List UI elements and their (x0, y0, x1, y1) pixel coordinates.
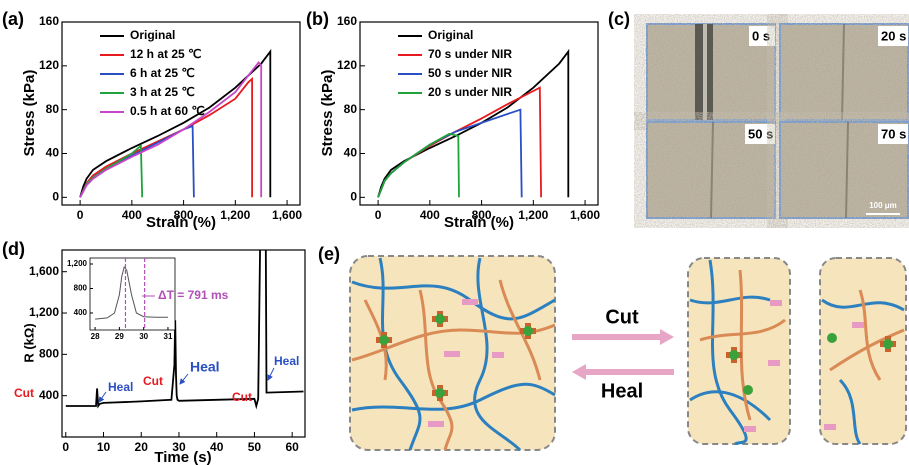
schematic-shape (743, 385, 753, 395)
schematic-shape (444, 351, 460, 357)
y-tick-label: 80 (46, 102, 60, 116)
schematic-shape (435, 314, 445, 324)
schematic-shape (729, 350, 739, 360)
annotation: Heal (190, 359, 220, 375)
schematic-shape (572, 364, 586, 380)
y-tick-label: 400 (74, 308, 88, 317)
panel-label: (d) (2, 239, 25, 259)
panel-label: (c) (608, 9, 630, 29)
x-tick-label: 0 (77, 208, 84, 222)
time-label: 0 s (752, 28, 770, 43)
time-label: 50 s (748, 126, 773, 141)
annotation: Cut (143, 374, 163, 388)
y-tick-label: 120 (39, 58, 59, 72)
annotation: Cut (232, 390, 252, 404)
x-tick-label: 30 (139, 332, 148, 341)
y-tick-label: 400 (39, 388, 59, 402)
crack-edge (703, 24, 707, 120)
x-tick-label: 1,200 (518, 208, 548, 222)
time-label: 20 s (881, 28, 906, 43)
x-axis-label: Strain (%) (146, 214, 216, 231)
x-axis-label: Time (s) (154, 449, 211, 465)
y-tick-label: 1,200 (29, 305, 59, 319)
panel-label: (a) (2, 9, 24, 29)
y-tick-label: 160 (39, 14, 59, 28)
y-tick-label: 800 (74, 284, 88, 293)
schematic-shape (523, 326, 533, 336)
x-tick-label: 50 (248, 440, 262, 454)
legend-label: 70 s under NIR (428, 47, 512, 61)
scale-bar-label: 100 μm (869, 201, 897, 210)
x-tick-label: 29 (115, 332, 124, 341)
time-label: 70 s (881, 126, 906, 141)
schematic-shape (770, 300, 782, 306)
legend-label: Original (428, 28, 473, 42)
legend-label: 50 s under NIR (428, 66, 512, 80)
schematic-shape (428, 421, 444, 427)
y-axis-label: R (kΩ) (21, 323, 36, 362)
annotation: Heal (274, 354, 299, 368)
y-tick-label: 0 (350, 190, 357, 204)
legend-label: 3 h at 25 ℃ (130, 85, 195, 99)
y-tick-label: 1,200 (67, 259, 88, 268)
schematic-shape (688, 258, 790, 444)
legend-label: 0.5 h at 60 ℃ (130, 104, 205, 118)
schematic: Cut Heal (350, 256, 906, 450)
legend-label: 20 s under NIR (428, 85, 512, 99)
micrographs: 0 s 20 s 50 s 70 s 100 μm (647, 24, 908, 218)
annotation: Cut (14, 386, 34, 400)
y-tick-label: 80 (344, 102, 358, 116)
schematic-shape (492, 352, 504, 358)
annotation: ΔT = 791 ms (158, 288, 229, 302)
x-tick-label: 400 (420, 208, 440, 222)
legend-label: 6 h at 25 ℃ (130, 66, 195, 80)
x-tick-label: 1,600 (272, 208, 302, 222)
schematic-shape (827, 333, 837, 343)
legend-label: 12 h at 25 ℃ (130, 47, 202, 61)
chart: 04008001,2001,60004080120160Original12 h… (21, 14, 302, 231)
x-tick-label: 1,200 (220, 208, 250, 222)
backward-label: Heal (601, 380, 643, 402)
y-tick-label: 0 (52, 190, 59, 204)
annotation: Heal (108, 380, 133, 394)
panel-label: (e) (318, 244, 340, 264)
schematic-shape (744, 426, 756, 432)
x-tick-label: 0 (375, 208, 382, 222)
y-tick-label: 160 (337, 14, 357, 28)
schematic-shape (435, 388, 445, 398)
y-tick-label: 40 (46, 146, 60, 160)
x-tick-label: 60 (285, 440, 299, 454)
schematic-shape (768, 360, 780, 366)
x-tick-label: 400 (122, 208, 142, 222)
x-tick-label: 20 (135, 440, 149, 454)
x-tick-label: 10 (97, 440, 111, 454)
panel-label: (b) (306, 9, 329, 29)
legend-label: Original (130, 28, 175, 42)
x-tick-label: 28 (91, 332, 100, 341)
schematic-shape (852, 322, 864, 328)
schematic-shape (379, 335, 389, 345)
figure: 0 s 20 s 50 s 70 s 100 μm Cut Heal (0, 0, 909, 465)
forward-label: Cut (605, 306, 639, 328)
x-tick-label: 40 (210, 440, 224, 454)
x-tick-label: 0 (62, 440, 69, 454)
y-axis-label: Stress (kPa) (319, 70, 336, 157)
y-tick-label: 800 (39, 347, 59, 361)
x-tick-label: 1,600 (570, 208, 600, 222)
page: 0 s 20 s 50 s 70 s 100 μm Cut Heal (0, 0, 909, 465)
schematic-shape (462, 299, 478, 305)
schematic-shape (660, 329, 674, 345)
schematic-shape (824, 424, 836, 430)
x-tick-label: 31 (164, 332, 173, 341)
y-tick-label: 120 (337, 58, 357, 72)
y-axis-label: Stress (kPa) (21, 70, 38, 157)
y-tick-label: 1,600 (29, 264, 59, 278)
x-axis-label: Strain (%) (444, 214, 514, 231)
schematic-shape (883, 339, 893, 349)
y-tick-label: 40 (344, 146, 358, 160)
